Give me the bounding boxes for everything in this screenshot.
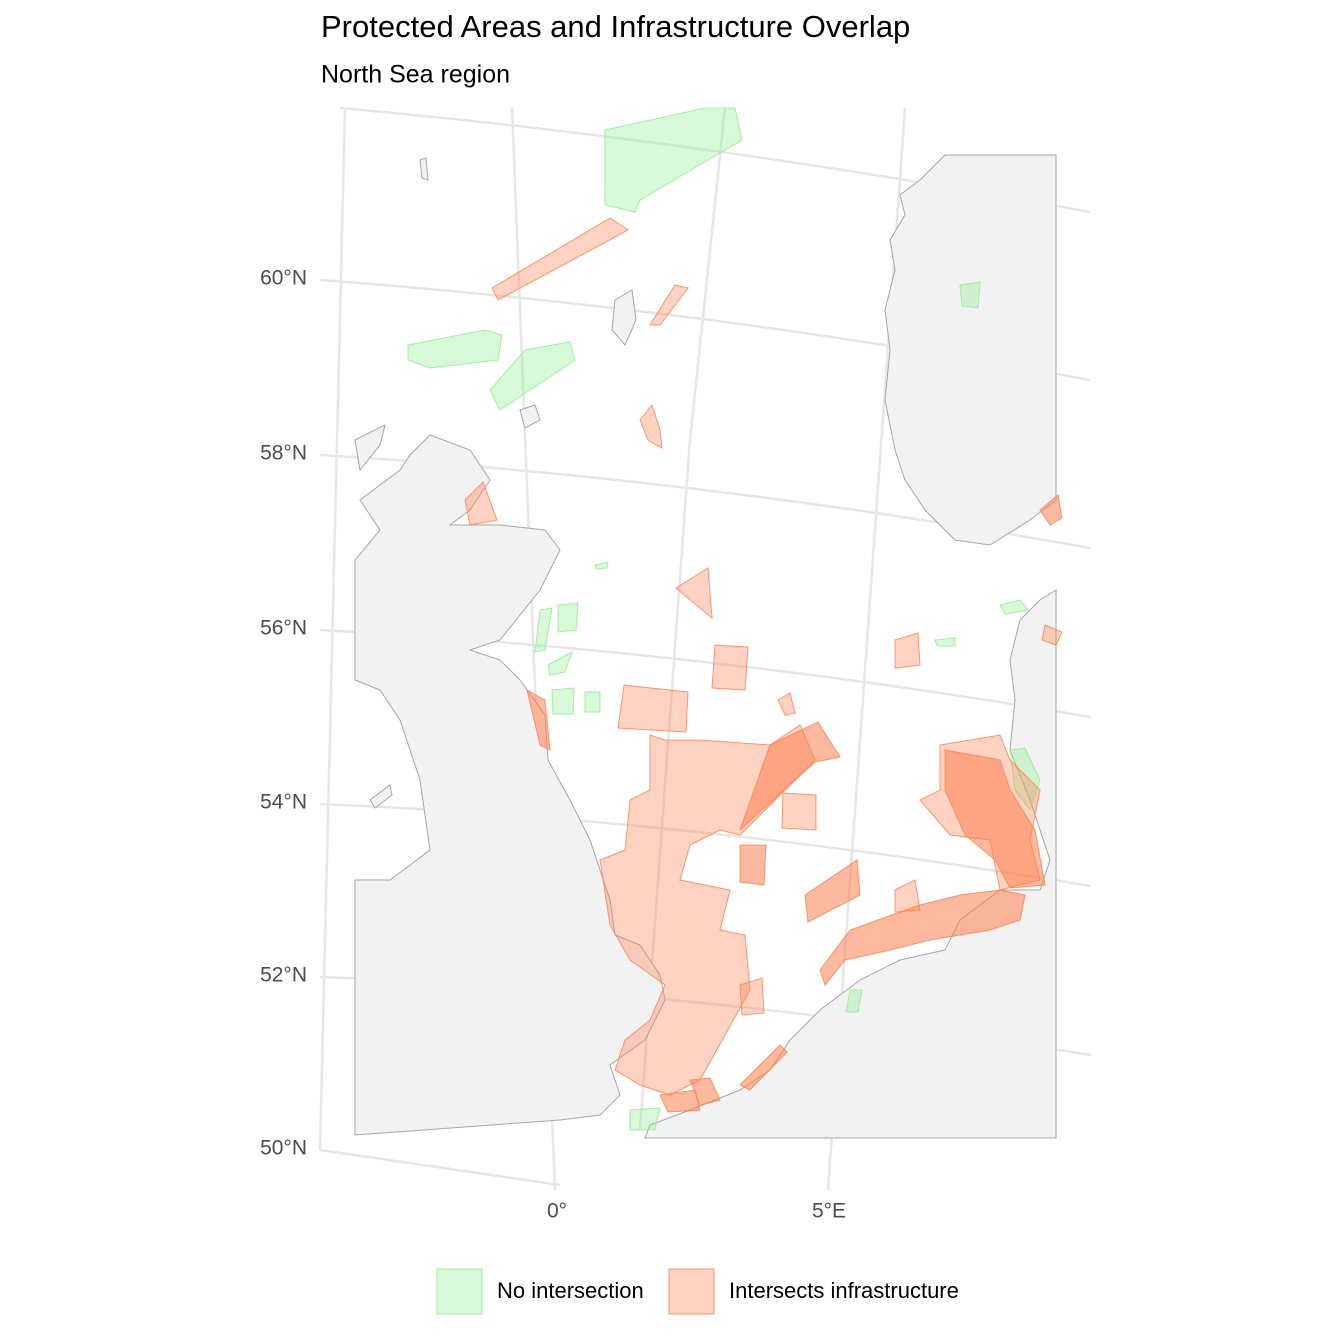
protected-area <box>629 1107 661 1131</box>
protected-area <box>557 602 579 633</box>
land <box>354 154 1057 1139</box>
protected-area <box>959 281 981 309</box>
orkney <box>519 404 541 429</box>
protected-area <box>464 481 498 526</box>
protected-area <box>739 1044 788 1091</box>
protected-area <box>1041 624 1063 646</box>
protected-area <box>659 1089 701 1113</box>
shetland <box>611 289 637 346</box>
protected-area <box>739 721 841 831</box>
protected-area <box>781 792 817 831</box>
continent <box>644 589 1057 1139</box>
protected-area <box>407 329 503 369</box>
latitude-label: 58°N <box>260 442 307 465</box>
legend-swatch <box>436 1268 483 1315</box>
latitude-label: 50°N <box>260 1137 307 1160</box>
protected-areas <box>407 107 1063 1131</box>
protected-area <box>526 689 551 751</box>
legend-label: Intersects infrastructure <box>729 1278 959 1303</box>
protected-area <box>999 599 1029 615</box>
latitude-label: 60°N <box>260 267 307 290</box>
latitude-label: 56°N <box>260 617 307 640</box>
protected-area <box>845 989 863 1013</box>
protected-area <box>1039 494 1063 526</box>
protected-area <box>675 567 713 620</box>
protected-area <box>551 687 575 715</box>
map-subtitle: North Sea region <box>321 61 510 89</box>
longitude-label: 0° <box>547 1200 567 1223</box>
protected-area <box>777 692 796 716</box>
protected-area <box>604 107 743 213</box>
hebrides <box>354 424 386 472</box>
latitude-label: 54°N <box>260 791 307 814</box>
longitude-labels: 0° 5°E <box>547 1200 846 1223</box>
protected-area <box>1009 747 1041 812</box>
longitude-label: 5°E <box>812 1200 846 1223</box>
latitude-label: 52°N <box>260 964 307 987</box>
legend: No intersection Intersects infrastructure <box>436 1268 959 1315</box>
fair-isle <box>419 157 429 181</box>
protected-area <box>489 341 576 411</box>
protected-area <box>639 403 663 449</box>
protected-area <box>819 889 1026 987</box>
legend-label: No intersection <box>497 1278 644 1303</box>
protected-area <box>649 284 689 326</box>
protected-area <box>894 632 921 669</box>
latitude-labels: 60°N 58°N 56°N 54°N 52°N 50°N <box>260 267 307 1160</box>
protected-area <box>739 844 767 886</box>
isle-of-man <box>369 784 393 809</box>
protected-area <box>711 644 749 691</box>
norway <box>884 154 1057 546</box>
protected-area <box>491 217 629 301</box>
protected-area <box>547 650 573 676</box>
great-britain <box>354 434 666 1136</box>
protected-area <box>804 859 861 923</box>
protected-area <box>944 749 1046 889</box>
protected-area <box>934 637 956 647</box>
protected-area <box>617 684 689 733</box>
protected-area <box>534 607 553 653</box>
map-title: Protected Areas and Infrastructure Overl… <box>321 9 910 44</box>
protected-area <box>739 977 765 1016</box>
protected-area <box>594 561 609 570</box>
protected-area <box>689 1077 721 1106</box>
legend-swatch <box>668 1268 715 1315</box>
protected-area <box>584 691 601 713</box>
